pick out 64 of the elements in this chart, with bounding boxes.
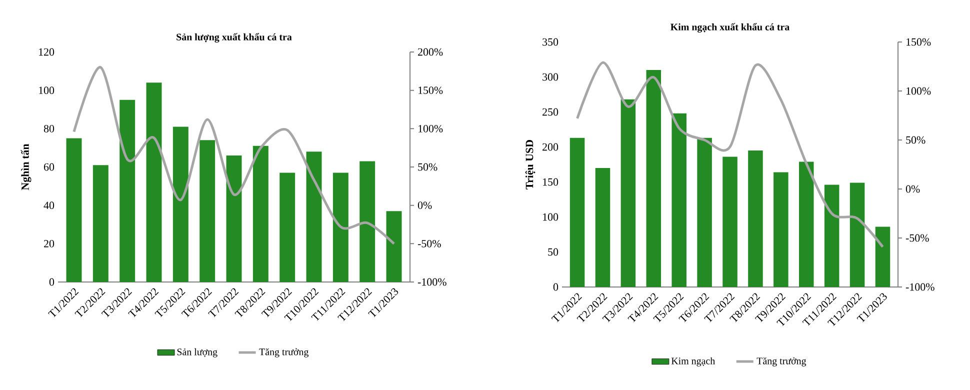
y-tick-label: 150	[543, 178, 558, 186]
bar	[92, 165, 108, 282]
bar	[226, 156, 242, 282]
line-series	[72, 66, 396, 245]
y-tick-label: 100	[39, 86, 54, 94]
legend-label: Sản lượng	[177, 348, 218, 358]
y2-tick-label: 0%	[418, 202, 432, 210]
y2-tick-label: -100%	[906, 283, 934, 291]
y2-tick-label: 100%	[906, 87, 931, 95]
y-tick-label: 20	[44, 240, 54, 248]
legend-label: Kim ngạch	[671, 357, 716, 366]
bar	[172, 126, 188, 282]
chart-title: Kim ngạch xuất khẩu cá tra	[670, 23, 790, 33]
y2-tick-label: -100%	[418, 278, 446, 286]
bar	[850, 182, 865, 287]
bar	[120, 100, 136, 282]
bar	[66, 138, 82, 282]
y-tick-label: 200	[542, 143, 558, 151]
bar	[252, 146, 268, 282]
bar	[200, 140, 216, 282]
y-tick-label: 120	[39, 48, 54, 56]
legend-label: Tăng trưởng	[756, 357, 806, 366]
y-tick-label: 100	[543, 213, 558, 221]
y-tick-label: 80	[44, 124, 54, 132]
bar	[722, 156, 738, 287]
bar	[646, 70, 662, 287]
y-tick-label: 250	[542, 108, 558, 116]
y-axis-title: Nghìn tấn	[20, 144, 32, 190]
legend-label: Tăng trưởng	[259, 348, 309, 358]
y2-tick-label: 50%	[418, 163, 438, 171]
bar	[360, 161, 376, 282]
bar	[697, 138, 712, 287]
y2-tick-label: -50%	[906, 234, 929, 242]
y2-tick-label: 150%	[906, 38, 931, 46]
bar	[306, 152, 322, 282]
y-tick-label: 40	[44, 202, 54, 210]
bar	[280, 172, 296, 282]
bar	[595, 168, 610, 287]
y2-tick-label: 50%	[906, 136, 926, 144]
line-series	[576, 61, 884, 248]
bar	[774, 172, 788, 287]
chart-title: Sản lượng xuất khẩu cá tra	[176, 33, 292, 43]
y2-tick-label: 150%	[418, 86, 443, 94]
y-tick-label: 350	[542, 38, 558, 46]
bar	[672, 113, 686, 287]
bar	[875, 226, 890, 287]
y2-tick-label: 0%	[906, 185, 920, 193]
bar	[146, 82, 162, 282]
y-tick-label: 0	[49, 278, 54, 286]
bar	[798, 162, 814, 287]
bar	[748, 150, 763, 287]
y-tick-label: 300	[542, 73, 558, 81]
bar	[570, 138, 585, 287]
y2-tick-label: -50%	[418, 240, 441, 248]
bar	[824, 184, 840, 287]
y2-tick-label: 200%	[418, 48, 443, 56]
bar	[620, 99, 636, 287]
y2-tick-label: 100%	[418, 124, 443, 132]
bar	[332, 172, 348, 282]
y-tick-label: 60	[44, 163, 54, 171]
y-tick-label: 50	[548, 248, 558, 256]
bar	[386, 211, 402, 282]
y-axis-title: Triệu USD	[525, 140, 536, 190]
y-tick-label: 0	[553, 283, 558, 291]
